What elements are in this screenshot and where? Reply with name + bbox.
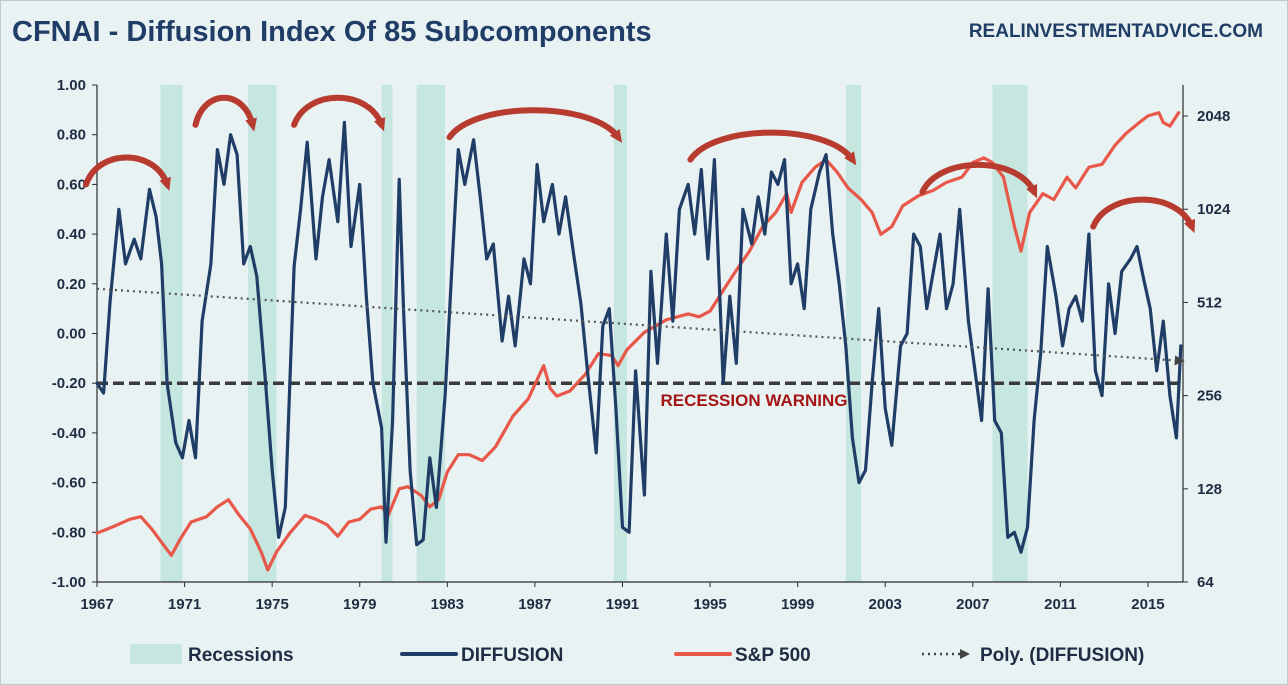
y-right-tick-label: 2048 — [1197, 108, 1230, 125]
recession-warning-label: RECESSION WARNING — [660, 391, 847, 410]
y-left-tick-label: -0.40 — [52, 425, 86, 442]
cycle-arc — [1090, 196, 1196, 234]
cycle-arcs — [83, 94, 1196, 234]
diffusion-line — [95, 120, 1183, 554]
x-tick-label: 1987 — [518, 596, 551, 613]
y-left-tick-label: -0.20 — [52, 375, 86, 392]
x-tick-label: 2007 — [956, 596, 989, 613]
legend-recessions-label: Recessions — [188, 645, 294, 666]
y-left-tick-label: 0.80 — [57, 127, 86, 144]
y-left-tick-label: 0.20 — [57, 276, 86, 293]
legend-diffusion-label: DIFFUSION — [461, 645, 563, 666]
cycle-arc — [291, 94, 386, 132]
cycle-arc — [446, 107, 623, 143]
recession-band — [613, 85, 627, 582]
recession-band — [845, 85, 862, 582]
series-lines — [95, 111, 1185, 572]
recession-band — [381, 85, 393, 582]
recession-band — [160, 85, 183, 582]
y-left-tick-label: 1.00 — [57, 77, 86, 94]
chart-title: CFNAI - Diffusion Index Of 85 Subcompone… — [12, 16, 652, 48]
legend: Recessions DIFFUSION S&P 500 Poly. (DIFFUSI… — [130, 644, 1144, 666]
y-right-tick-label: 64 — [1197, 574, 1214, 591]
x-tick-label: 1971 — [168, 596, 201, 613]
x-tick-label: 1979 — [343, 596, 376, 613]
source-label: REALINVESTMENTADVICE.COM — [969, 21, 1263, 42]
x-tick-label: 1967 — [80, 596, 113, 613]
y-left-tick-label: 0.60 — [57, 176, 86, 193]
x-tick-label: 1995 — [693, 596, 726, 613]
x-tick-label: 1983 — [431, 596, 464, 613]
legend-trend-label: Poly. (DIFFUSION) — [980, 645, 1144, 666]
cycle-arc — [192, 95, 257, 132]
y-left-tick-label: -0.60 — [52, 475, 86, 492]
x-tick-label: 2003 — [869, 596, 902, 613]
recession-bands — [160, 85, 1028, 582]
legend-recession-swatch — [130, 644, 182, 664]
y-left-tick-label: -0.80 — [52, 524, 86, 541]
y-right-tick-label: 128 — [1197, 481, 1222, 498]
y-left-tick-label: -1.00 — [52, 574, 86, 591]
x-tick-label: 2011 — [1044, 596, 1077, 613]
x-tick-label: 1975 — [255, 596, 288, 613]
x-tick-label: 1999 — [781, 596, 814, 613]
cycle-arc — [83, 154, 171, 192]
axes: 1.00 0.80 0.60 0.40 0.20 0.00 -0.20 -0.40 -0.60 -… — [52, 77, 1231, 613]
y-right-tick-label: 256 — [1197, 388, 1222, 405]
legend-sp500-label: S&P 500 — [735, 645, 811, 666]
y-right-tick-label: 512 — [1197, 294, 1222, 311]
trend-line — [96, 287, 1185, 366]
y-left-tick-label: 0.40 — [57, 226, 86, 243]
x-tick-label: 1991 — [606, 596, 639, 613]
recession-band — [992, 85, 1028, 582]
y-right-tick-label: 1024 — [1197, 201, 1231, 218]
y-left-tick-label: 0.00 — [57, 326, 86, 343]
cycle-arc — [687, 129, 857, 166]
cycle-arc — [919, 162, 1038, 199]
sp500-line — [95, 111, 1181, 572]
x-tick-label: 2015 — [1131, 596, 1164, 613]
